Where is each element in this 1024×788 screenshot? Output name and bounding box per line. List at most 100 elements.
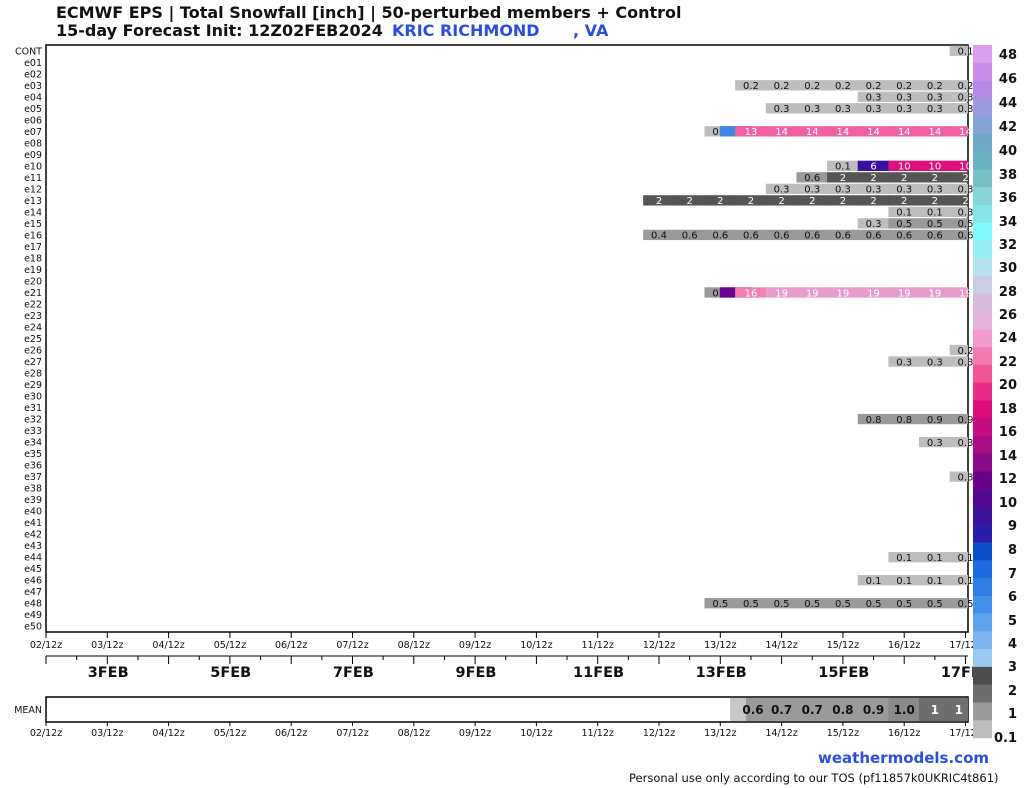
colorbar-label-48: 48 [999, 48, 1017, 63]
cell-label-e03-6: 0.2 [927, 81, 943, 92]
x-tick-label-15: 17/12z [949, 640, 981, 651]
member-label-e37: e37 [24, 472, 42, 483]
member-label-cont: CONT [15, 46, 42, 57]
cell-cont-0 [949, 45, 968, 56]
cell-label-e13-5: 2 [809, 196, 815, 207]
cell-e10-3 [919, 160, 951, 172]
cell-label-e32-3: 0.9 [958, 415, 974, 426]
plot-area [45, 44, 969, 633]
chart-title: ECMWF EPS | Total Snowfall [inch] | 50-p… [56, 3, 682, 22]
colorbar-label-38: 38 [999, 168, 1017, 183]
cell-e07-5 [827, 126, 859, 137]
cell-e03-5 [888, 80, 921, 91]
cell-label-e48-2: 0.5 [774, 599, 790, 610]
colorbar-seg-32 [973, 613, 992, 632]
cell-e12-1 [796, 183, 829, 195]
member-label-e25: e25 [24, 334, 42, 345]
cell-label-e48-5: 0.5 [866, 599, 882, 610]
mean-label: MEAN [14, 705, 42, 716]
mean-cell-label-3: 0.7 [802, 703, 823, 717]
cell-label-e46-3: 0.1 [958, 576, 974, 587]
mean-x-tick-label-13: 15/12z [827, 728, 859, 739]
cell-label-e05-5: 0.3 [927, 104, 943, 115]
cell-e13-4 [765, 195, 798, 206]
colorbar-seg-21 [973, 418, 992, 437]
cell-e07-4 [796, 126, 829, 137]
member-label-e12: e12 [24, 184, 42, 195]
cell-label-e21-2: 16 [745, 288, 758, 299]
colorbar-label-5: 5 [1008, 614, 1017, 629]
cell-e12-6 [949, 183, 968, 195]
cell-e27-1 [919, 356, 951, 367]
cell-e46-1 [888, 575, 921, 586]
cell-label-e37-0: 0.3 [958, 472, 974, 483]
cell-e13-7 [857, 195, 890, 206]
site-credit[interactable]: weathermodels.com [818, 749, 990, 767]
cell-label-e48-1: 0.5 [743, 599, 759, 610]
cell-e48-6 [888, 598, 921, 609]
member-label-e32: e32 [24, 415, 42, 426]
colorbar-seg-20 [973, 400, 992, 419]
cell-label-e13-4: 2 [778, 196, 784, 207]
cell-e21-9 [949, 287, 968, 298]
day-label-3: 9FEB [455, 665, 496, 681]
colorbar-label-12: 12 [999, 472, 1017, 487]
member-label-e49: e49 [24, 610, 42, 621]
colorbar-label-4: 4 [1008, 637, 1017, 652]
cell-e15-2 [919, 218, 951, 229]
cell-label-e12-2: 0.3 [835, 185, 851, 196]
cell-e04-0 [857, 91, 890, 102]
member-label-e26: e26 [24, 346, 42, 357]
member-label-e45: e45 [24, 564, 42, 575]
cell-label-e13-9: 2 [932, 196, 938, 207]
member-label-e28: e28 [24, 369, 42, 380]
tos-note: Personal use only according to our TOS (… [629, 771, 999, 785]
cell-label-e07-6: 14 [867, 127, 880, 138]
colorbar-seg-30 [973, 578, 992, 597]
cell-e15-1 [888, 218, 921, 229]
member-label-e16: e16 [24, 230, 42, 241]
mean-cell-6 [888, 698, 921, 721]
day-label-1: 5FEB [210, 665, 251, 681]
cell-label-e16-2: 0.6 [712, 231, 728, 242]
colorbar-label-28: 28 [999, 285, 1017, 300]
mean-x-tick-label-12: 14/12z [765, 728, 797, 739]
colorbar-label-24: 24 [999, 331, 1017, 346]
cell-e04-1 [888, 91, 921, 102]
member-label-e13: e13 [24, 196, 42, 207]
cell-e44-0 [888, 552, 921, 563]
member-label-e39: e39 [24, 495, 42, 506]
member-label-e34: e34 [24, 438, 42, 449]
cell-e46-2 [919, 575, 951, 586]
cell-e12-2 [827, 183, 859, 195]
colorbar-label-8: 8 [1008, 543, 1017, 558]
cell-label-e03-0: 0.2 [743, 81, 759, 92]
colorbar-seg-8 [973, 187, 992, 206]
member-label-e08: e08 [24, 138, 42, 149]
cell-e44-1 [919, 552, 951, 563]
colorbar-label-14: 14 [999, 449, 1017, 464]
colorbar-label-9: 9 [1008, 519, 1017, 534]
cell-e15-0 [857, 218, 890, 229]
cell-e46-3 [949, 575, 968, 586]
colorbar-label-16: 16 [999, 425, 1017, 440]
member-label-e04: e04 [24, 92, 42, 103]
cell-label-e21-3: 19 [775, 288, 788, 299]
cell-e16-3 [735, 229, 767, 241]
colorbar-label-44: 44 [999, 96, 1017, 111]
cell-label-e15-1: 0.5 [896, 219, 912, 230]
colorbar-label-3: 3 [1008, 660, 1017, 675]
mean-x-tick-label-1: 03/12z [91, 728, 123, 739]
cell-label-e13-2: 2 [717, 196, 723, 207]
x-tick-label-9: 11/12z [582, 640, 614, 651]
day-label-6: 15FEB [818, 665, 869, 681]
cell-label-e03-7: 0.2 [958, 81, 974, 92]
member-label-e14: e14 [24, 207, 42, 218]
cell-e32-2 [919, 413, 951, 425]
cell-e34-0 [919, 436, 951, 448]
cell-e15-3 [949, 218, 968, 229]
member-label-e42: e42 [24, 530, 42, 541]
x-tick-label-0: 02/12z [30, 640, 62, 651]
colorbar-seg-25 [973, 489, 992, 508]
mean-x-tick-label-5: 07/12z [336, 728, 368, 739]
